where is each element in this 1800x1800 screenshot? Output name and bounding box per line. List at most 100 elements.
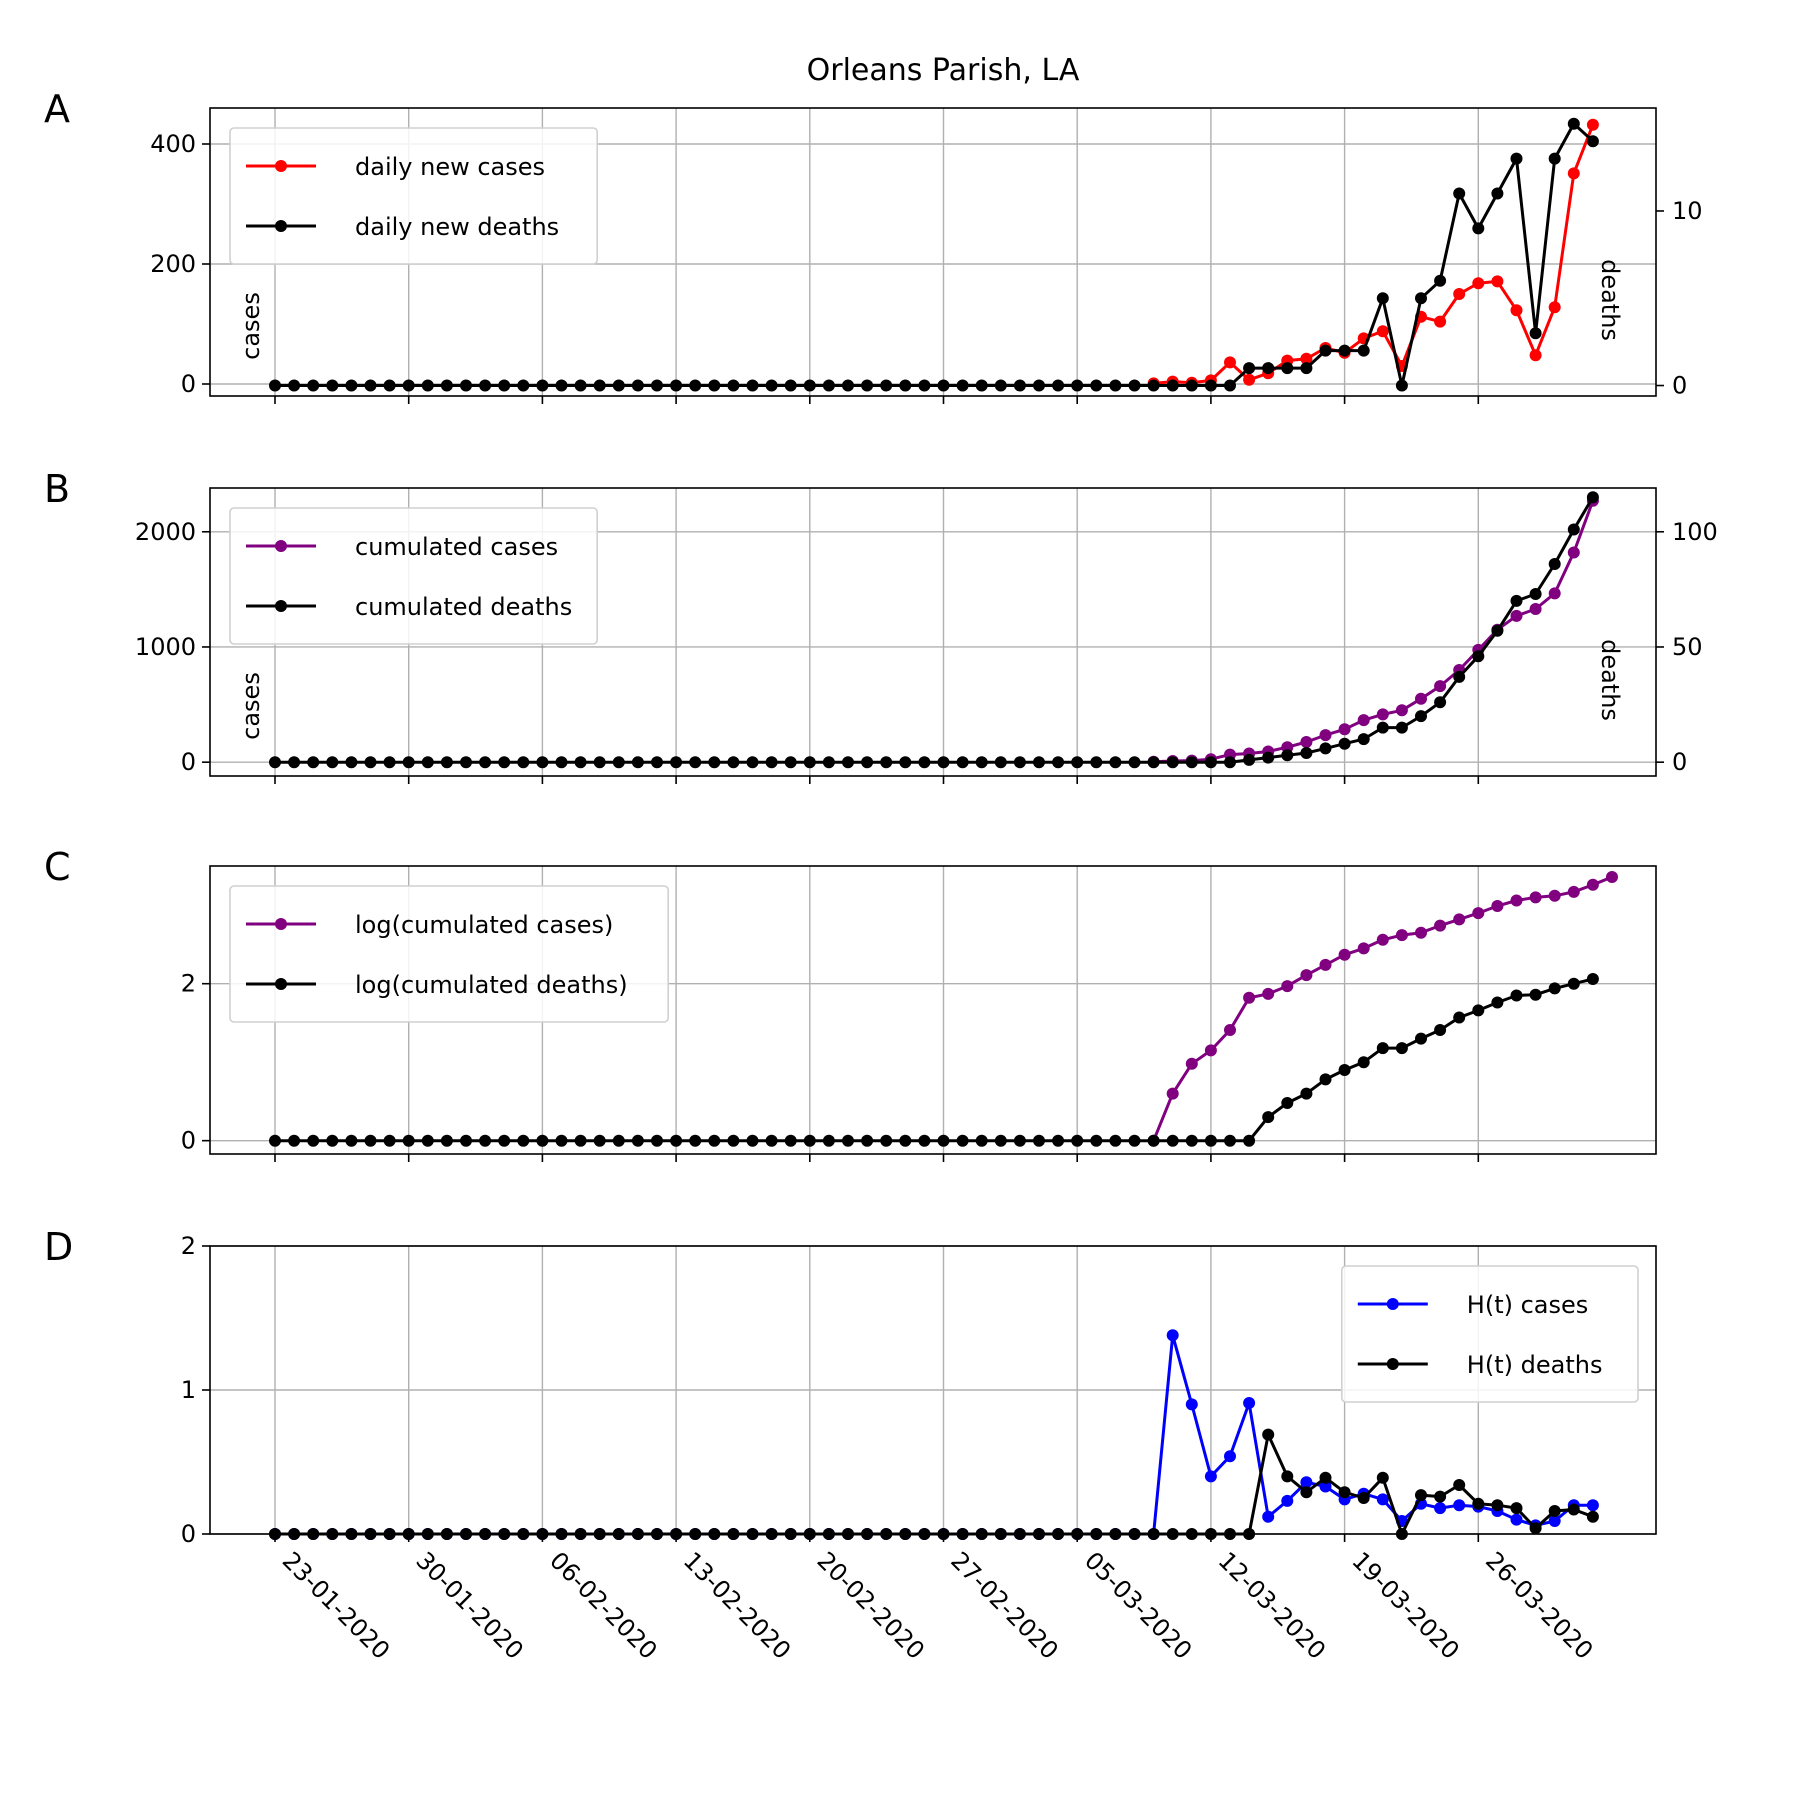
x-tick-label: 30-01-2020 <box>410 1546 528 1664</box>
data-point <box>708 1134 721 1147</box>
data-point <box>1376 933 1389 946</box>
data-point <box>1262 751 1275 764</box>
data-point <box>402 1528 415 1540</box>
data-point <box>1166 1528 1179 1540</box>
data-point <box>498 1528 511 1540</box>
data-point <box>842 756 854 769</box>
data-point <box>479 1134 492 1147</box>
y-axis-label: cases <box>237 672 265 740</box>
data-point <box>1281 1470 1294 1483</box>
data-point <box>689 379 702 392</box>
data-point <box>1510 1502 1523 1515</box>
data-point <box>1567 523 1580 536</box>
data-point <box>1128 1528 1141 1540</box>
data-point <box>1319 742 1332 755</box>
x-tick-label: 26-03-2020 <box>1480 1546 1598 1664</box>
data-point <box>1262 987 1275 1000</box>
data-point <box>364 1528 377 1540</box>
y-tick-label: 1000 <box>135 633 196 661</box>
x-tick-label: 06-02-2020 <box>544 1546 662 1664</box>
data-point <box>345 756 358 769</box>
data-point <box>1510 1513 1523 1526</box>
data-point <box>861 1528 874 1540</box>
data-point <box>1548 1505 1561 1517</box>
data-point <box>746 1134 759 1147</box>
data-point <box>269 756 281 769</box>
data-point <box>517 756 530 769</box>
data-point <box>574 756 587 769</box>
data-point <box>1376 1493 1389 1506</box>
data-point <box>326 1134 339 1147</box>
data-point <box>555 1528 568 1540</box>
data-point <box>460 1528 472 1540</box>
y2-tick-label: 50 <box>1672 633 1703 661</box>
legend-label: log(cumulated deaths) <box>355 971 628 999</box>
data-point <box>1243 362 1256 375</box>
data-point <box>1243 373 1256 386</box>
data-point <box>880 756 893 769</box>
data-point <box>1262 362 1275 375</box>
data-point <box>1224 1450 1236 1463</box>
data-point <box>631 379 644 392</box>
data-point <box>440 379 453 392</box>
data-point <box>1147 756 1160 769</box>
data-point <box>593 1134 606 1147</box>
x-tick-label: 13-02-2020 <box>678 1546 796 1664</box>
data-point <box>307 1134 320 1147</box>
data-point <box>1109 379 1122 392</box>
data-point <box>1434 696 1447 709</box>
data-point <box>1606 871 1618 883</box>
data-point <box>1300 1486 1313 1499</box>
data-point <box>1586 973 1599 985</box>
data-point <box>670 1528 683 1540</box>
y2-tick-label: 0 <box>1672 372 1687 400</box>
legend: daily new cases daily new deaths <box>229 127 599 265</box>
data-point <box>479 756 492 769</box>
data-point <box>1300 352 1313 365</box>
data-point <box>383 1134 396 1147</box>
data-point <box>269 379 281 392</box>
data-point <box>1357 1056 1370 1069</box>
data-point <box>1472 1497 1485 1510</box>
data-point <box>1434 1490 1447 1503</box>
data-point <box>1013 756 1026 769</box>
data-point <box>1510 609 1523 622</box>
data-point <box>1128 1134 1141 1147</box>
data-point <box>1357 1492 1370 1504</box>
data-point <box>612 1134 625 1147</box>
data-point <box>689 1528 702 1540</box>
data-point <box>1567 117 1580 130</box>
data-point <box>651 379 663 392</box>
data-point <box>899 1528 912 1540</box>
data-point <box>1548 558 1561 570</box>
data-point <box>1548 152 1561 165</box>
series-line <box>1152 875 1613 1142</box>
data-point <box>708 379 721 392</box>
data-point <box>1090 1134 1103 1147</box>
legend-marker <box>275 978 287 990</box>
data-point <box>1491 275 1504 288</box>
data-point <box>803 379 816 392</box>
data-point <box>1357 714 1370 727</box>
data-point <box>1395 1528 1408 1540</box>
data-point <box>1567 977 1580 990</box>
data-point <box>1204 1044 1217 1057</box>
data-point <box>842 1528 854 1540</box>
series-line <box>275 496 1595 764</box>
data-point <box>1453 1011 1466 1024</box>
y-tick-label: 2 <box>181 970 196 998</box>
data-point <box>1529 588 1542 600</box>
data-point <box>1071 756 1084 769</box>
data-point <box>861 756 874 769</box>
data-point <box>994 756 1007 769</box>
legend-box <box>229 885 670 1023</box>
data-point <box>784 756 797 769</box>
data-point <box>1033 1528 1045 1540</box>
panel-d: 0 1 2 D H(t) cases H(t) deaths <box>44 1225 1657 1548</box>
data-point <box>1166 379 1179 392</box>
data-point <box>1529 327 1542 340</box>
data-point <box>861 1134 874 1147</box>
data-point <box>1510 594 1523 607</box>
data-point <box>1453 670 1466 683</box>
data-point <box>1472 277 1485 290</box>
